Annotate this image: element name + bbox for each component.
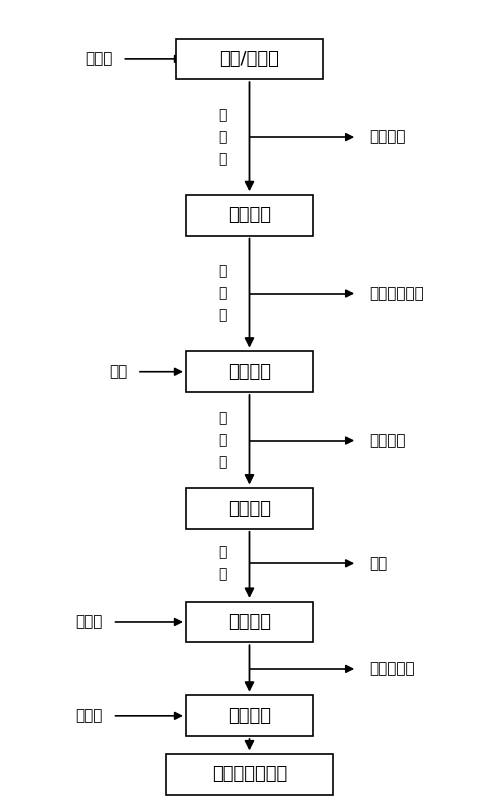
Text: 第四溶液: 第四溶液 (228, 613, 271, 631)
Text: 部分钙盐晶体: 部分钙盐晶体 (369, 286, 424, 301)
Text: 磷矿/磷精矿: 磷矿/磷精矿 (220, 50, 279, 68)
Text: 脱色剂: 脱色剂 (75, 614, 103, 629)
Text: 高纯度磷酸溶液: 高纯度磷酸溶液 (212, 766, 287, 783)
Text: 硫酸: 硫酸 (109, 364, 127, 379)
Text: 过: 过 (219, 130, 227, 144)
Text: 晶: 晶 (219, 309, 227, 322)
Text: 滤: 滤 (219, 152, 227, 166)
Text: 钙盐晶体: 钙盐晶体 (369, 433, 406, 448)
Text: 过: 过 (219, 434, 227, 447)
Text: 酸不溶物: 酸不溶物 (369, 130, 406, 144)
Text: 第三溶液: 第三溶液 (228, 500, 271, 517)
FancyBboxPatch shape (186, 488, 313, 529)
Text: 第二溶液: 第二溶液 (228, 363, 271, 380)
Text: 第一溶液: 第一溶液 (228, 206, 271, 224)
FancyBboxPatch shape (166, 754, 333, 795)
Text: 滤: 滤 (219, 455, 227, 469)
Text: 脱色副产物: 脱色副产物 (369, 662, 415, 676)
Text: 第五溶液: 第五溶液 (228, 707, 271, 725)
Text: 硝: 硝 (219, 567, 227, 581)
Text: 硝酸: 硝酸 (369, 556, 388, 571)
FancyBboxPatch shape (186, 696, 313, 736)
Text: 酸: 酸 (219, 412, 227, 426)
FancyBboxPatch shape (176, 39, 323, 79)
FancyBboxPatch shape (186, 351, 313, 392)
Text: 结: 结 (219, 286, 227, 301)
Text: 冷: 冷 (219, 264, 227, 279)
FancyBboxPatch shape (186, 601, 313, 642)
Text: 去: 去 (219, 546, 227, 559)
FancyBboxPatch shape (186, 195, 313, 235)
Text: 酸: 酸 (219, 108, 227, 123)
Text: 酸解液: 酸解液 (85, 52, 113, 66)
Text: 萃取剂: 萃取剂 (75, 708, 103, 723)
